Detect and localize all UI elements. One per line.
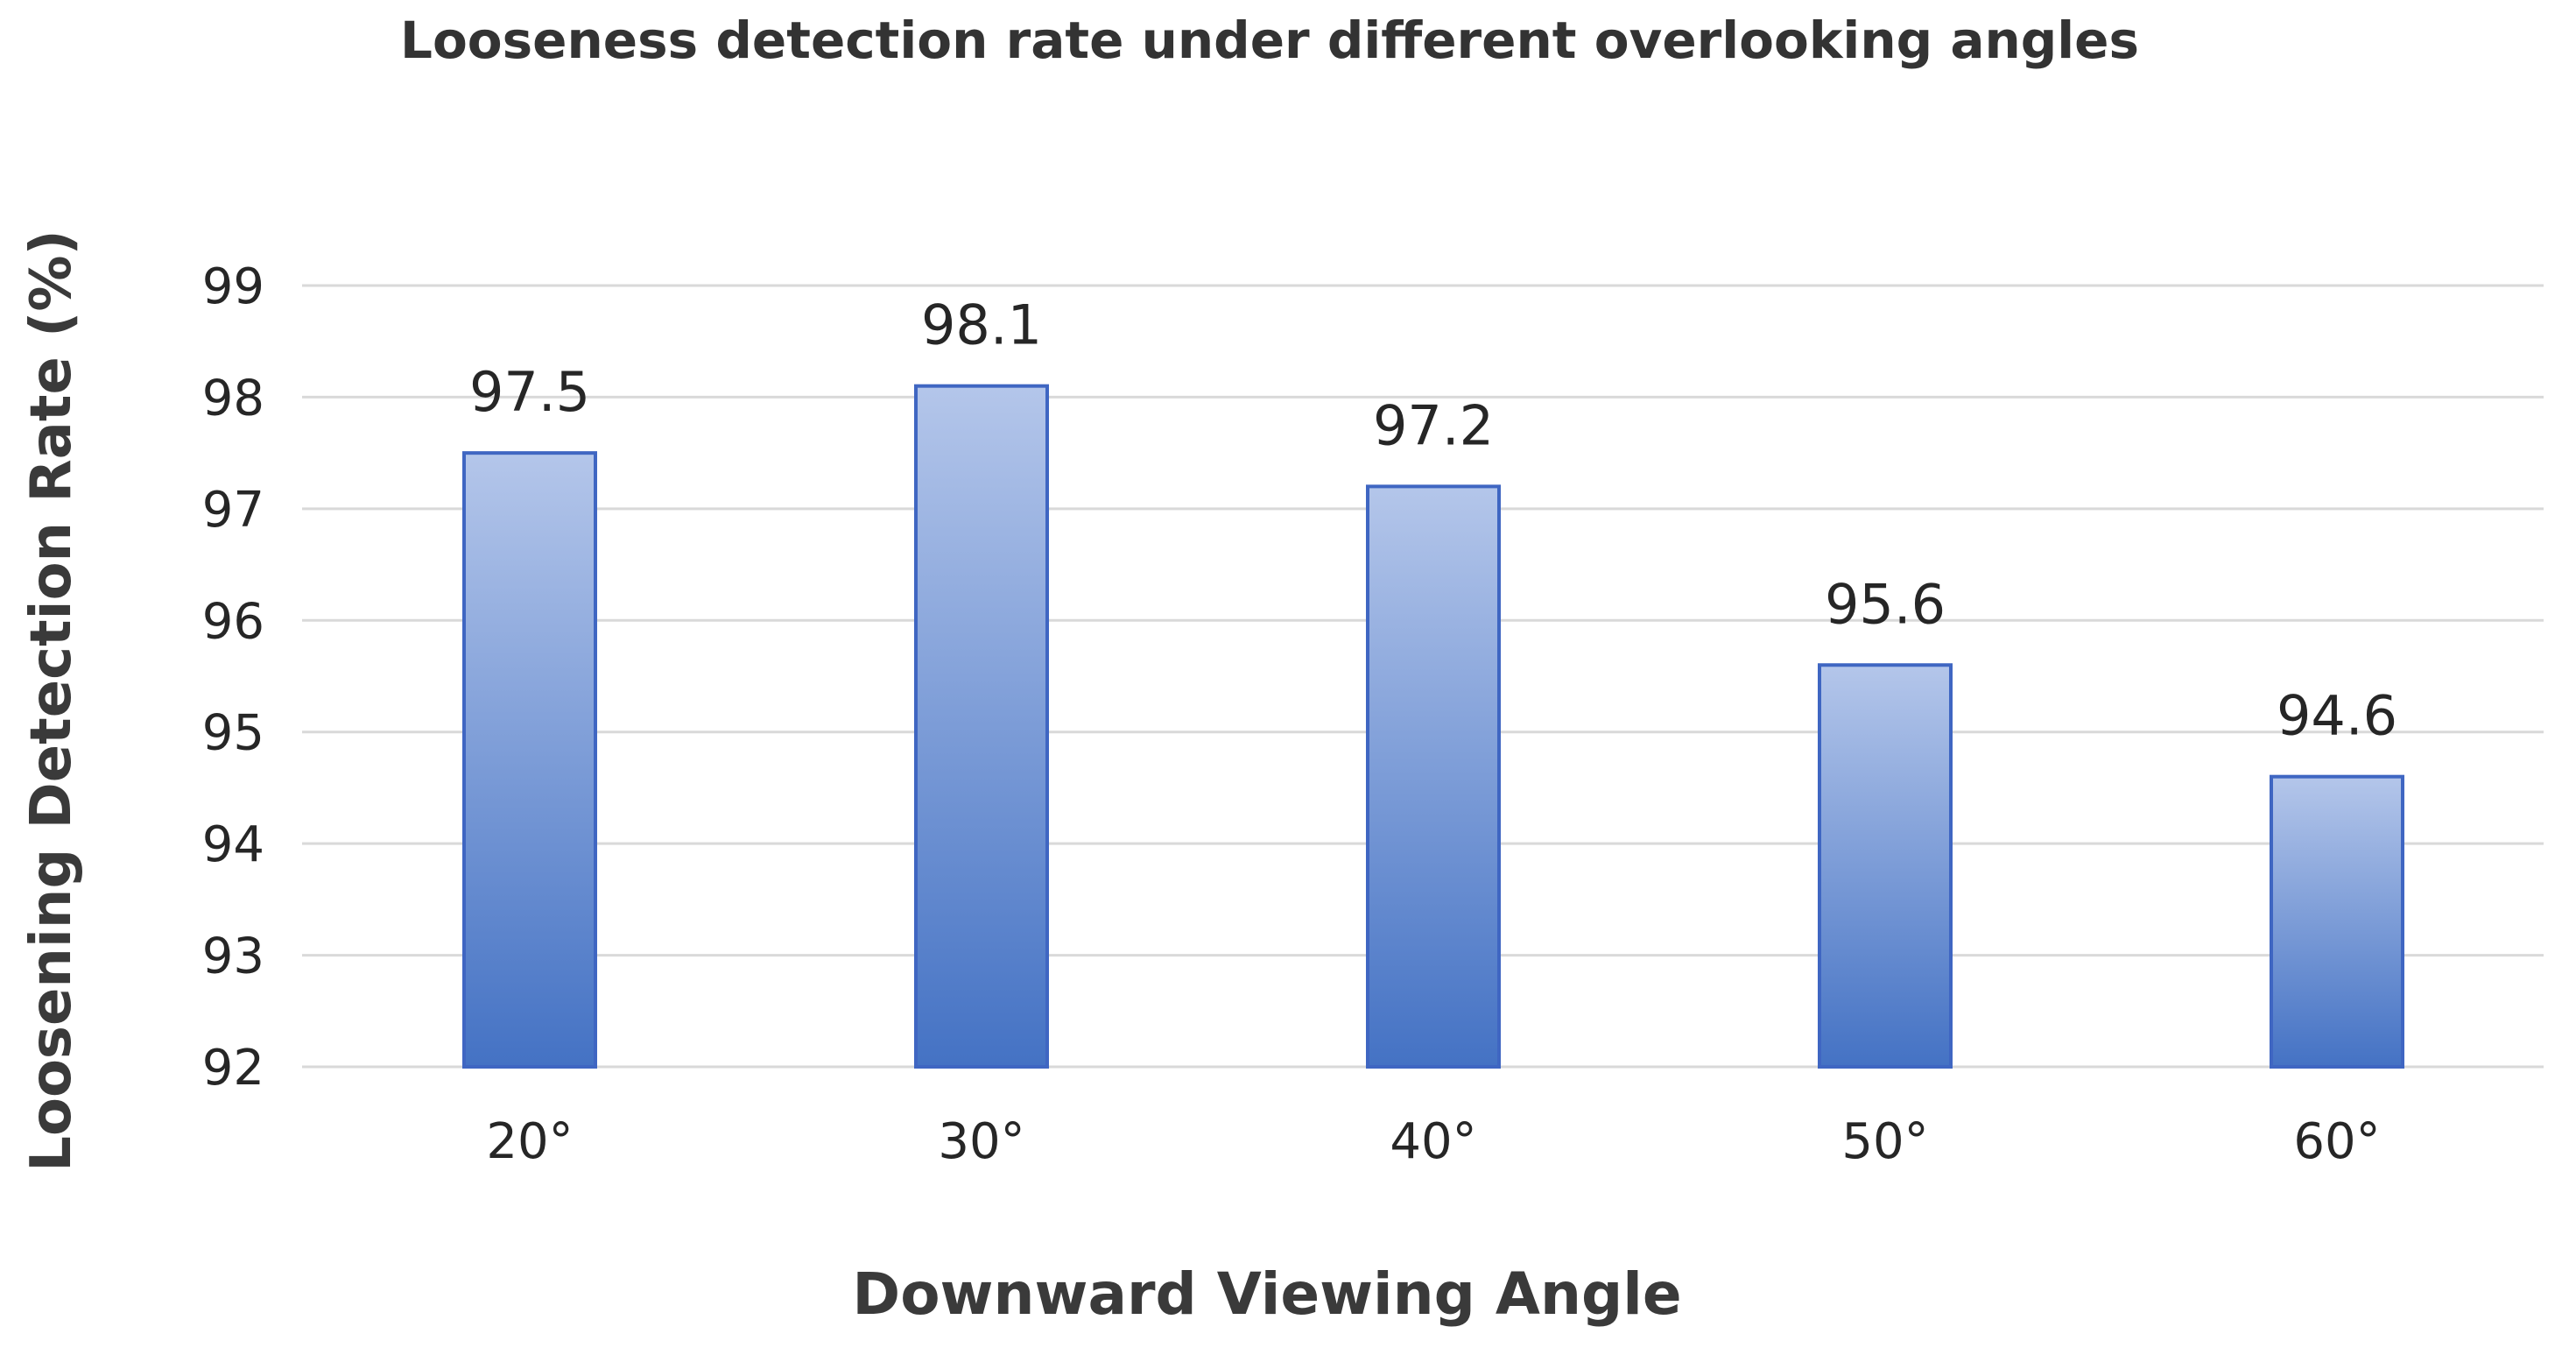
data-labels: 97.5 98.1 97.2 95.6 94.6 [469, 293, 2397, 748]
bar-20deg [462, 451, 597, 1069]
data-label: 97.5 [469, 360, 590, 424]
bar-30deg [914, 384, 1049, 1069]
y-tick-label: 94 [202, 816, 264, 873]
y-tick-label: 92 [202, 1040, 264, 1097]
bar-50deg [1818, 663, 1953, 1069]
y-tick-label: 96 [202, 593, 264, 650]
x-axis-title: Downward Viewing Angle [852, 1260, 1681, 1328]
bars [462, 384, 2404, 1069]
y-tick-label: 97 [202, 482, 264, 539]
y-tick-label: 98 [202, 370, 264, 427]
bar-40deg [1366, 484, 1501, 1069]
x-tick-label: 30° [938, 1113, 1024, 1170]
bar-60deg [2270, 774, 2404, 1069]
x-tick-label: 20° [486, 1113, 573, 1170]
data-label: 98.1 [921, 293, 1042, 357]
data-label: 95.6 [1825, 572, 1946, 636]
chart-title: Looseness detection rate under different… [400, 11, 2139, 70]
x-tick-label: 60° [2293, 1113, 2380, 1170]
y-axis-ticks: 92 93 94 95 96 97 98 99 [202, 258, 264, 1097]
data-label: 94.6 [2277, 684, 2397, 748]
x-tick-label: 50° [1841, 1113, 1928, 1170]
y-tick-label: 93 [202, 928, 264, 985]
x-tick-label: 40° [1390, 1113, 1476, 1170]
y-tick-label: 99 [202, 258, 264, 315]
data-label: 97.2 [1373, 393, 1494, 457]
x-axis-ticks: 20° 30° 40° 50° 60° [486, 1113, 2380, 1170]
y-tick-label: 95 [202, 705, 264, 762]
y-axis-title: Loosening Detection Rate (%) [19, 229, 84, 1172]
